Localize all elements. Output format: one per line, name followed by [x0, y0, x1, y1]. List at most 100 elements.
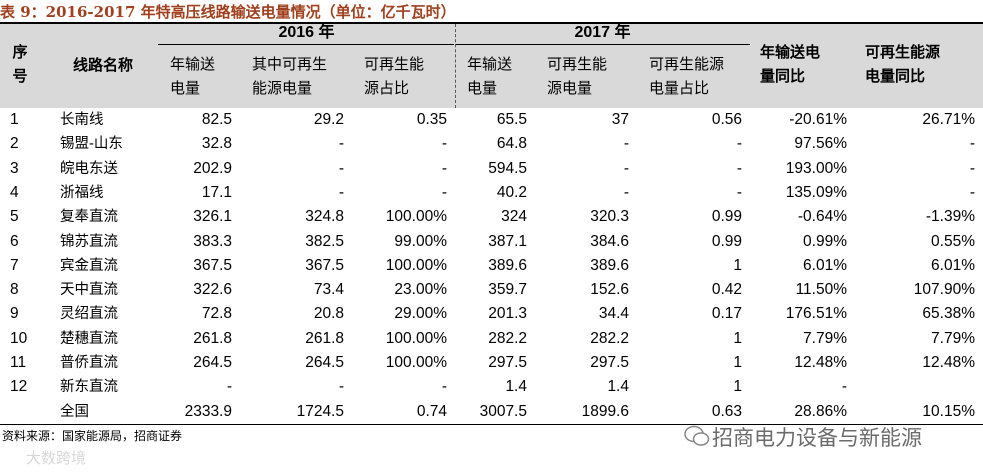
column-header: 可再生能 [364, 55, 425, 73]
table-cell: - [441, 183, 447, 201]
table-cell: 0.99% [803, 232, 847, 250]
row-index: 8 [10, 281, 19, 299]
table-cell: 1 [733, 354, 742, 371]
table-cell: 0.42 [711, 281, 742, 299]
table-cell: 1899.6 [581, 402, 629, 420]
table-bottom-rule [0, 424, 983, 425]
table-cell: 0.55% [931, 232, 975, 250]
table-cell: 201.3 [488, 305, 527, 323]
table-cell: - [441, 159, 447, 177]
table-cell: 297.5 [488, 354, 527, 371]
table-cell: - [736, 159, 742, 177]
table-cell: 1 [733, 256, 742, 274]
column-header: 可再生能源 [865, 43, 941, 61]
group-rule [158, 44, 454, 45]
table-cell: 34.4 [598, 305, 629, 323]
table-cell: - [736, 135, 742, 153]
table-cell: 1724.5 [296, 402, 344, 420]
table-cell: 23.00% [394, 281, 447, 299]
table-cell: 202.9 [193, 159, 232, 177]
table-cell: 382.5 [305, 232, 344, 250]
table-cell: 20.8 [313, 305, 344, 323]
line-name: 普侨直流 [60, 355, 118, 371]
header-band [0, 22, 983, 108]
table-cell: - [841, 378, 847, 396]
table-cell: 97.56% [794, 135, 847, 153]
column-header: 能源电量 [252, 79, 313, 97]
table-cell: 3007.5 [479, 402, 527, 420]
table-cell: - [969, 183, 975, 201]
table-cell: - [969, 159, 975, 177]
row-index: 9 [10, 305, 19, 323]
table-cell: 0.56 [711, 111, 742, 128]
column-header: 号 [12, 67, 28, 85]
table-cell: 0.99 [711, 232, 742, 250]
column-header: 其中可再生 [252, 55, 328, 73]
line-name: 楚穗直流 [60, 330, 118, 347]
column-header: 可再生能源 [649, 55, 725, 73]
table-cell: 326.1 [193, 208, 232, 226]
table-cell: 2333.9 [184, 402, 232, 420]
column-header: 电量 [467, 79, 498, 97]
group-header: 2016 年 [278, 24, 335, 41]
table-cell: - [623, 183, 629, 201]
column-header: 量同比 [760, 67, 806, 85]
table-cell: 359.7 [488, 281, 527, 299]
table-cell: -0.64% [797, 208, 847, 226]
table-cell: - [338, 378, 344, 396]
table-cell: - [338, 135, 344, 153]
column-header: 源电量 [547, 79, 593, 97]
column-header: 可再生能 [547, 55, 608, 73]
table-cell: - [736, 183, 742, 201]
table-cell: 65.38% [922, 305, 975, 323]
table-cell: 594.5 [488, 159, 527, 177]
row-index: 6 [10, 232, 19, 250]
table-cell: 7.79% [803, 329, 847, 347]
table-cell: 297.5 [590, 354, 629, 371]
table-cell: 324.8 [305, 208, 344, 226]
table-cell: 11.50% [795, 281, 847, 299]
row-index: 5 [10, 208, 19, 226]
table-cell: 176.51% [785, 305, 847, 323]
table-cell: 100.00% [385, 208, 447, 226]
table-cell: 135.09% [785, 183, 847, 201]
line-name: 宾金直流 [60, 257, 118, 274]
table-cell: - [441, 135, 447, 153]
column-header: 电量 [170, 79, 201, 97]
table-cell: 0.99 [711, 208, 742, 226]
row-index: 4 [10, 183, 19, 201]
line-name: 全国 [60, 403, 89, 420]
wechat-icon [684, 425, 710, 446]
table-cell: 1.4 [505, 378, 527, 396]
row-index: 11 [10, 354, 27, 371]
table-cell: 261.8 [305, 329, 344, 347]
group-rule [455, 44, 750, 45]
table-cell: 322.6 [193, 281, 232, 299]
table-cell: 7.79% [931, 329, 975, 347]
table-cell: 6.01% [931, 256, 975, 274]
table-cell: 1 [733, 329, 742, 347]
table-cell: 0.74 [416, 402, 447, 420]
table-cell: 383.3 [193, 232, 232, 250]
row-index: 3 [10, 159, 19, 177]
table-cell: 264.5 [305, 354, 344, 371]
table-cell: 152.6 [590, 281, 629, 299]
watermark: 大数跨境 [26, 449, 87, 467]
row-index: 12 [10, 378, 28, 396]
column-header: 线路名称 [72, 56, 133, 74]
table-cell: 29.2 [313, 111, 344, 128]
table-cell: 0.63 [711, 402, 742, 420]
table-cell: - [338, 183, 344, 201]
source-note: 资料来源：国家能源局，招商证券 [2, 429, 183, 443]
table-cell: 40.2 [496, 183, 527, 201]
row-index: 7 [10, 256, 19, 274]
row-index: 10 [10, 329, 28, 347]
table-cell: 10.15% [922, 402, 975, 420]
table-cell: - [441, 378, 447, 396]
table-cell: -20.61% [789, 111, 847, 128]
column-header: 电量占比 [649, 79, 710, 97]
table-cell: 282.2 [488, 329, 527, 347]
table-cell: 387.1 [488, 232, 527, 250]
row-index: 1 [10, 111, 19, 128]
table-cell: 6.01% [803, 256, 847, 274]
